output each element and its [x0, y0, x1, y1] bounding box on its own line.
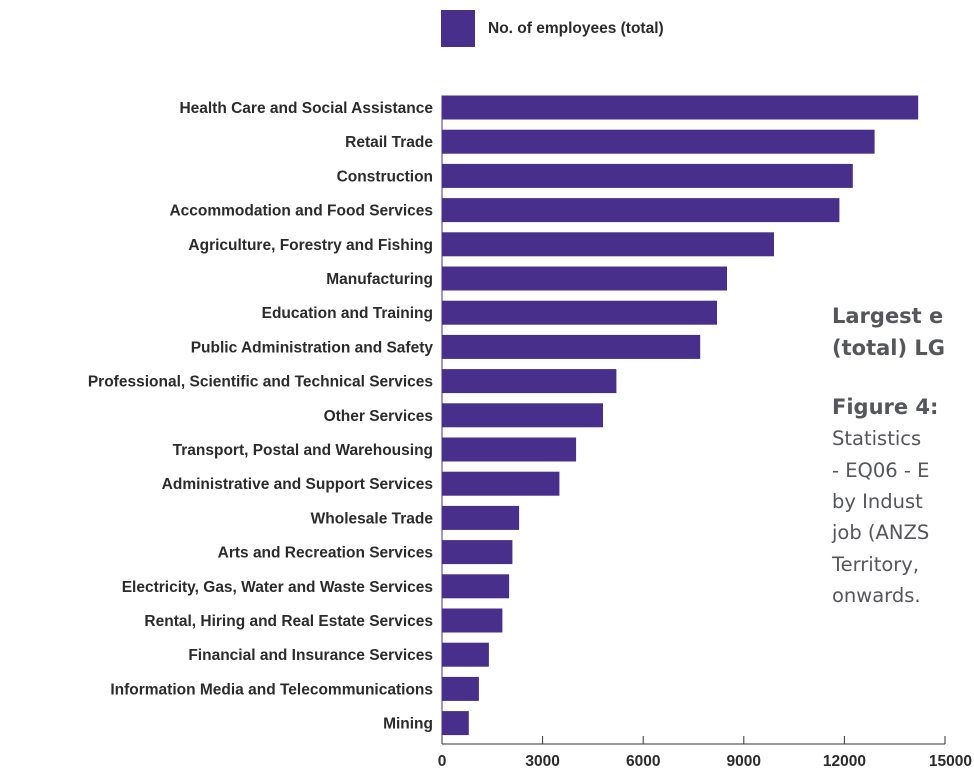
figure-caption-line-4: job (ANZS [831, 521, 929, 544]
category-label: Accommodation and Food Services [169, 203, 433, 220]
x-tick-label: 15000 [929, 753, 972, 769]
category-label: Wholesale Trade [311, 510, 434, 527]
bar [442, 95, 919, 120]
bar [442, 163, 853, 188]
x-tick-label: 12000 [823, 753, 866, 769]
category-label: Public Administration and Safety [191, 339, 434, 356]
figure-caption-line-6: onwards. [832, 584, 921, 607]
bar [442, 540, 513, 565]
figure-caption-label: Figure 4: [832, 395, 938, 419]
x-tick-label: 9000 [727, 753, 761, 769]
category-label: Education and Training [262, 305, 433, 322]
category-label: Agriculture, Forestry and Fishing [188, 237, 433, 254]
side-annotation: Largest e (total) LG Figure 4: Statistic… [831, 304, 945, 607]
bars [442, 95, 919, 736]
bar [442, 129, 875, 154]
category-label: Retail Trade [345, 134, 433, 151]
bar [442, 676, 479, 701]
category-label: Arts and Recreation Services [218, 545, 433, 562]
category-label: Rental, Hiring and Real Estate Services [144, 613, 433, 630]
bar [442, 266, 727, 291]
category-label: Mining [383, 716, 433, 733]
bar [442, 232, 774, 257]
category-label: Electricity, Gas, Water and Waste Servic… [122, 579, 433, 596]
category-label: Administrative and Support Services [162, 476, 433, 493]
legend-swatch [441, 10, 475, 47]
legend-label: No. of employees (total) [488, 20, 664, 37]
figure-caption-line-3: by Indust [832, 490, 923, 513]
bar [442, 403, 603, 428]
category-label: Health Care and Social Assistance [179, 100, 433, 117]
x-tick-label: 6000 [626, 753, 660, 769]
figure-caption-line-2: - EQ06 - E [832, 459, 929, 482]
bar [442, 608, 503, 633]
side-heading-line-2: (total) LG [832, 336, 945, 360]
bar [442, 505, 520, 530]
legend: No. of employees (total) [441, 10, 664, 47]
side-heading-line-1: Largest e [832, 304, 943, 328]
bar [442, 711, 469, 736]
category-label: Manufacturing [326, 271, 433, 288]
bar [442, 198, 840, 223]
x-tick-label: 3000 [525, 753, 559, 769]
category-labels: Health Care and Social Assistance Retail … [88, 100, 434, 733]
bar [442, 437, 577, 462]
figure-caption-line-1: Statistics [832, 427, 921, 450]
bar [442, 471, 560, 496]
category-label: Construction [337, 168, 433, 185]
category-label: Information Media and Telecommunications [110, 681, 433, 698]
category-label: Other Services [324, 408, 433, 425]
x-axis: 0 3000 6000 9000 12000 15000 [438, 95, 972, 769]
category-label: Professional, Scientific and Technical S… [88, 374, 433, 391]
category-label: Transport, Postal and Warehousing [173, 442, 433, 459]
bar [442, 574, 510, 599]
category-label: Financial and Insurance Services [188, 647, 433, 664]
bar [442, 642, 489, 667]
x-tick-label: 0 [438, 753, 447, 769]
bar [442, 300, 717, 325]
figure-caption-line-5: Territory, [831, 553, 919, 576]
bar [442, 334, 701, 359]
bar [442, 369, 617, 394]
